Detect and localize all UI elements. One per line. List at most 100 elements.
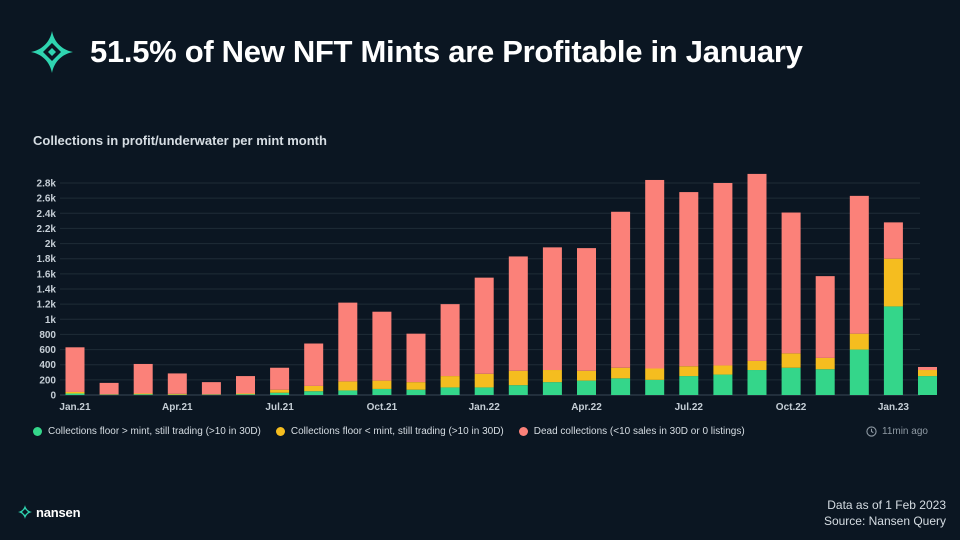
bar-segment-profit[interactable] [542, 382, 562, 395]
bar-segment-underwater[interactable] [406, 382, 426, 390]
bar-stack[interactable] [849, 195, 869, 395]
bar-segment-dead[interactable] [201, 382, 221, 395]
bar-segment-underwater[interactable] [611, 367, 631, 379]
bar-segment-profit[interactable] [65, 393, 85, 395]
bar-stack[interactable] [201, 382, 221, 395]
bar-segment-underwater[interactable] [508, 370, 528, 386]
legend-item-profit[interactable]: Collections floor > mint, still trading … [33, 426, 261, 437]
bar-stack[interactable] [611, 211, 631, 395]
bar-segment-profit[interactable] [849, 349, 869, 395]
bar-segment-dead[interactable] [679, 192, 699, 367]
bar-segment-dead[interactable] [781, 212, 801, 354]
bar-segment-profit[interactable] [713, 374, 733, 395]
bar-segment-underwater[interactable] [747, 360, 767, 371]
bar-segment-underwater[interactable] [133, 393, 153, 395]
bar-stack[interactable] [406, 333, 426, 395]
bar-segment-underwater[interactable] [679, 366, 699, 377]
bar-segment-dead[interactable] [577, 248, 596, 371]
bar-segment-dead[interactable] [406, 333, 426, 383]
bar-stack[interactable] [679, 192, 699, 395]
bar-segment-profit[interactable] [304, 391, 324, 395]
bar-segment-dead[interactable] [236, 376, 255, 394]
bar-segment-underwater[interactable] [236, 393, 255, 395]
bar-segment-profit[interactable] [508, 385, 528, 395]
bar-segment-profit[interactable] [577, 380, 596, 395]
bar-segment-underwater[interactable] [577, 370, 596, 381]
bar-stack[interactable] [713, 183, 733, 395]
bar-segment-profit[interactable] [645, 379, 665, 395]
bar-segment-underwater[interactable] [304, 385, 324, 392]
bar-segment-underwater[interactable] [849, 333, 869, 350]
legend-item-dead[interactable]: Dead collections (<10 sales in 30D or 0 … [518, 426, 745, 437]
bar-segment-dead[interactable] [815, 276, 835, 358]
bar-segment-profit[interactable] [236, 394, 255, 395]
bar-segment-dead[interactable] [918, 366, 937, 371]
bar-segment-dead[interactable] [611, 211, 631, 368]
bar-segment-profit[interactable] [883, 306, 903, 395]
bar-segment-dead[interactable] [645, 179, 665, 369]
bar-segment-dead[interactable] [304, 343, 324, 386]
bar-stack[interactable] [815, 276, 835, 395]
bar-segment-dead[interactable] [65, 347, 85, 392]
bar-stack[interactable] [236, 376, 255, 395]
bar-segment-underwater[interactable] [918, 370, 937, 377]
bar-segment-dead[interactable] [713, 183, 733, 366]
bar-segment-dead[interactable] [270, 367, 290, 390]
bar-segment-profit[interactable] [474, 387, 494, 395]
bar-segment-underwater[interactable] [65, 391, 85, 394]
bar-stack[interactable] [781, 212, 801, 395]
bar-stack[interactable] [65, 347, 85, 395]
bar-segment-profit[interactable] [815, 369, 835, 395]
bar-segment-profit[interactable] [747, 370, 767, 395]
bar-stack[interactable] [645, 179, 665, 395]
bar-segment-underwater[interactable] [440, 376, 460, 388]
bar-segment-dead[interactable] [883, 222, 903, 259]
bar-stack[interactable] [167, 373, 187, 395]
bar-stack[interactable] [883, 222, 903, 395]
bar-segment-dead[interactable] [99, 382, 119, 395]
bar-stack[interactable] [133, 363, 153, 395]
bar-segment-profit[interactable] [918, 376, 937, 395]
bar-stack[interactable] [508, 256, 528, 395]
bar-segment-dead[interactable] [440, 304, 460, 377]
bar-segment-underwater[interactable] [270, 389, 290, 393]
bar-segment-dead[interactable] [747, 173, 767, 361]
bar-segment-profit[interactable] [270, 392, 290, 395]
bar-segment-dead[interactable] [508, 256, 528, 371]
bar-segment-profit[interactable] [338, 390, 358, 395]
bar-stack[interactable] [304, 343, 324, 395]
bar-stack[interactable] [577, 248, 596, 395]
bar-stack[interactable] [338, 302, 358, 395]
bar-segment-underwater[interactable] [167, 393, 187, 395]
bar-segment-underwater[interactable] [474, 373, 494, 388]
bar-segment-underwater[interactable] [542, 370, 562, 383]
bar-segment-underwater[interactable] [883, 258, 903, 307]
bar-segment-dead[interactable] [167, 373, 187, 394]
bar-segment-dead[interactable] [338, 302, 358, 382]
legend-item-underwater[interactable]: Collections floor < mint, still trading … [275, 426, 504, 437]
bar-stack[interactable] [99, 382, 119, 395]
bar-segment-underwater[interactable] [645, 368, 665, 380]
bar-segment-dead[interactable] [849, 195, 869, 334]
bar-stack[interactable] [440, 304, 460, 395]
bar-segment-dead[interactable] [372, 311, 392, 381]
bar-segment-profit[interactable] [133, 394, 153, 395]
bar-stack[interactable] [372, 311, 392, 395]
bar-segment-underwater[interactable] [713, 365, 733, 375]
bar-segment-dead[interactable] [542, 247, 562, 371]
bar-segment-underwater[interactable] [338, 381, 358, 391]
bar-segment-profit[interactable] [440, 387, 460, 395]
bar-stack[interactable] [918, 366, 937, 395]
bar-segment-dead[interactable] [133, 363, 153, 394]
bar-stack[interactable] [542, 247, 562, 395]
bar-segment-dead[interactable] [474, 277, 494, 374]
bar-stack[interactable] [747, 173, 767, 395]
bar-stack[interactable] [474, 277, 494, 395]
bar-segment-profit[interactable] [679, 376, 699, 395]
bar-segment-profit[interactable] [611, 378, 631, 395]
bar-segment-profit[interactable] [406, 389, 426, 395]
bar-segment-underwater[interactable] [372, 380, 392, 389]
bar-stack[interactable] [270, 367, 290, 395]
bar-segment-profit[interactable] [781, 367, 801, 395]
bar-segment-underwater[interactable] [781, 353, 801, 368]
